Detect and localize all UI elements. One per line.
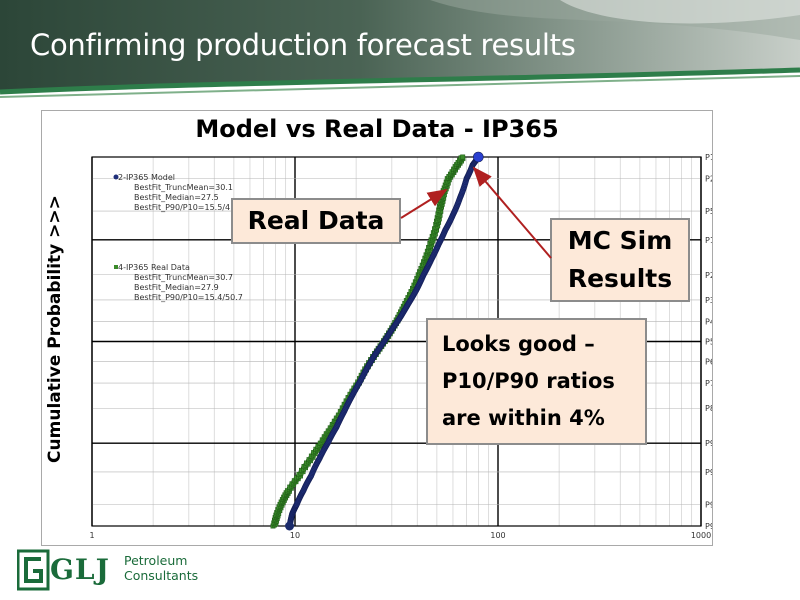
x-tick-label: 1 (89, 531, 94, 540)
y-tick-label: P1 (705, 153, 712, 162)
y-tick-label: P95 (705, 468, 712, 477)
legend-real-marker (114, 265, 118, 269)
legend-real: 4-IP365 Real Data BestFit_TruncMean=30.7… (118, 263, 243, 303)
legend-model-marker (113, 174, 119, 180)
callout-mc-line: MC Sim (567, 226, 673, 255)
legend-model-line: BestFit_TruncMean=30.1 (134, 183, 233, 192)
y-tick-label: P5 (705, 207, 712, 216)
logo-name: GLJ (50, 553, 110, 586)
y-tick-label: P70 (705, 379, 712, 388)
probability-plot: P1 P2 P5 P10 P20 P30 P40 P50 P60 P70 P80 P90 P95 P98 P… (89, 151, 712, 540)
callout-good-line: P10/P90 ratios (442, 369, 615, 393)
y-axis-label: Cumulative Probability >>> (45, 195, 65, 463)
slide-title: Confirming production forecast results (30, 28, 576, 62)
callout-good-line: are within 4% (442, 406, 605, 430)
x-tick-label: 100 (490, 531, 505, 540)
y-tick-label: P30 (705, 296, 712, 305)
x-tick-label: 1000 (691, 531, 711, 540)
y-tick-label: P40 (705, 317, 712, 326)
callout-looks-good: Looks good – P10/P90 ratios are within 4… (426, 318, 647, 445)
y-tick-label: P2 (705, 175, 712, 184)
y-tick-label: P60 (705, 358, 712, 367)
y-tick-label: P10 (705, 236, 712, 245)
legend-real-line: BestFit_TruncMean=30.7 (134, 273, 233, 282)
glj-logo (17, 549, 50, 591)
y-tick-label: P99 (705, 522, 712, 531)
model-start-point (285, 521, 295, 531)
y-tick-label: P50 (705, 338, 712, 347)
y-tick-label: P20 (705, 271, 712, 280)
y-axis-label-wrap: Cumulative Probability >>> (45, 179, 75, 479)
legend-real-line: BestFit_P90/P10=15.4/50.7 (134, 293, 243, 302)
plot-border (91, 156, 702, 527)
callout-mc-line: Results (567, 264, 673, 293)
legend-real-line: BestFit_Median=27.9 (134, 283, 219, 292)
callout-mc-sim: MC Sim Results (550, 218, 690, 302)
legend-real-name: 4-IP365 Real Data (118, 263, 190, 272)
legend-model: 2-IP365 Model BestFit_TruncMean=30.1 Bes… (118, 173, 233, 213)
callout-real-data: Real Data (231, 198, 401, 244)
legend-model-line: BestFit_Median=27.5 (134, 193, 219, 202)
model-end-point (473, 151, 484, 163)
x-tick-label: 10 (290, 531, 300, 540)
logo-subtitle-line: Petroleum (124, 553, 188, 568)
y-tick-label: P90 (705, 439, 712, 448)
chart-title: Model vs Real Data - IP365 (195, 115, 559, 143)
logo-subtitle-line: Consultants (124, 568, 199, 583)
y-tick-label: P98 (705, 500, 712, 509)
legend-model-name: 2-IP365 Model (118, 173, 175, 182)
callout-good-line: Looks good – (442, 332, 595, 356)
real-data-point (460, 154, 466, 160)
legend-model-line: BestFit_P90/P10=15.5/4 (134, 203, 231, 212)
y-tick-label: P80 (705, 404, 712, 413)
header-background (0, 0, 800, 100)
slide-header: Confirming production forecast results (0, 0, 800, 100)
logo-subtitle: Petroleum Consultants (124, 553, 198, 583)
